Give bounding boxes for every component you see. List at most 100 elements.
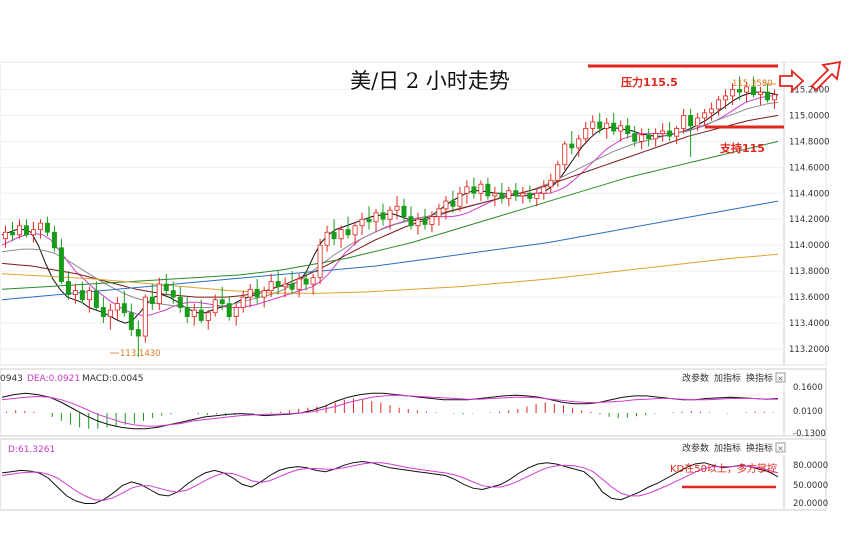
candle-body: [541, 186, 547, 194]
candle-body: [471, 186, 477, 194]
candle-body: [464, 186, 470, 194]
candle-body: [310, 277, 316, 285]
candle-body: [520, 192, 526, 197]
candle-body: [170, 290, 176, 298]
candle-body: [380, 212, 386, 220]
candle-body: [2, 231, 8, 240]
candle-body: [289, 283, 295, 290]
candle-body: [65, 281, 71, 295]
candle-body: [247, 288, 253, 298]
macd-macd-label: MACD:0.0045: [82, 374, 144, 384]
candle-body: [534, 192, 540, 199]
candle-body: [744, 86, 750, 93]
macd-btn-params[interactable]: 改参数: [682, 372, 709, 384]
main-ytick-label: 114.8000: [789, 137, 830, 147]
kd-panel: [0, 438, 827, 511]
candle-body: [653, 133, 659, 140]
main-ytick-label: 114.2000: [789, 215, 830, 225]
main-panel: [0, 61, 827, 366]
candle-body: [590, 121, 596, 129]
main-ytick-label: 114.0000: [789, 241, 830, 251]
candle-body: [254, 288, 260, 298]
candle-body: [758, 91, 764, 96]
macd-btn-switch[interactable]: 换指标: [746, 372, 773, 384]
candle-body: [268, 281, 274, 292]
candle-body: [93, 290, 99, 308]
candle-body: [548, 179, 554, 188]
kd-close-icon: ×: [777, 444, 784, 453]
candle-body: [9, 231, 15, 236]
candle-body: [16, 225, 22, 236]
candle-body: [51, 231, 57, 249]
macd-plot: [1, 392, 779, 430]
ma-line: [1, 200, 779, 301]
candle-body: [443, 200, 449, 210]
candle-body: [709, 108, 715, 114]
candle-body: [205, 312, 211, 321]
candle-body: [359, 218, 365, 227]
candle-body: [296, 278, 302, 290]
kd-plot: [1, 460, 779, 504]
candle-body: [79, 290, 85, 301]
candle-body: [429, 216, 435, 225]
candle-body: [513, 190, 519, 197]
candle-body: [345, 229, 351, 236]
candle-body: [240, 296, 246, 308]
candle-body: [135, 329, 141, 337]
candle-body: [177, 296, 183, 308]
candle-body: [282, 283, 288, 288]
main-ytick-label: 113.6000: [789, 293, 830, 303]
candle-body: [639, 134, 645, 142]
kd-note: KD在50以上，多方掌控: [670, 462, 777, 475]
ma-line: [1, 253, 779, 294]
candle-body: [219, 299, 225, 304]
candlesticks: [2, 76, 778, 357]
arrow-up-right-icon: [810, 60, 842, 92]
candle-body: [660, 130, 666, 134]
candle-body: [457, 192, 463, 207]
kd-d-label: D:61.3261: [8, 445, 55, 455]
macd-dea-label: DEA:0.0921: [27, 374, 80, 384]
macd-line: [1, 394, 778, 427]
candle-body: [156, 283, 162, 304]
candle-body: [226, 303, 232, 317]
candle-body: [163, 283, 169, 292]
candle-body: [387, 209, 393, 220]
macd-close-button[interactable]: [775, 372, 786, 383]
candle-body: [772, 94, 778, 101]
candle-body: [191, 309, 197, 317]
kd-btn-params[interactable]: 改参数: [682, 442, 709, 454]
main-ytick-label: 115.2000: [789, 85, 830, 95]
candle-body: [23, 225, 29, 236]
candle-body: [751, 86, 757, 96]
candle-body: [485, 183, 491, 197]
candle-body: [576, 138, 582, 149]
candle-body: [37, 222, 43, 231]
candle-body: [632, 133, 638, 142]
candle-body: [604, 122, 610, 129]
candle-body: [450, 200, 456, 207]
candle-body: [324, 231, 330, 246]
candle-body: [366, 218, 372, 223]
candle-body: [44, 222, 50, 233]
candle-body: [198, 309, 204, 321]
candle-body: [562, 143, 568, 166]
candle-body: [436, 208, 442, 218]
candle-body: [478, 183, 484, 194]
candle-body: [100, 307, 106, 317]
candle-body: [317, 244, 323, 279]
candle-body: [737, 89, 743, 93]
kd-btn-switch[interactable]: 换指标: [746, 442, 773, 454]
macd-btn-add[interactable]: 加指标: [714, 372, 741, 384]
candle-body: [149, 296, 155, 305]
candle-body: [107, 309, 113, 317]
candle-body: [394, 205, 400, 211]
kd-btn-add[interactable]: 加指标: [714, 442, 741, 454]
candle-body: [233, 307, 239, 317]
main-ytick-label: 113.4000: [789, 319, 830, 329]
candle-body: [184, 307, 190, 317]
candle-body: [527, 192, 533, 199]
kd-close-button[interactable]: [775, 442, 786, 453]
candle-body: [667, 130, 673, 137]
candle-body: [765, 91, 771, 101]
